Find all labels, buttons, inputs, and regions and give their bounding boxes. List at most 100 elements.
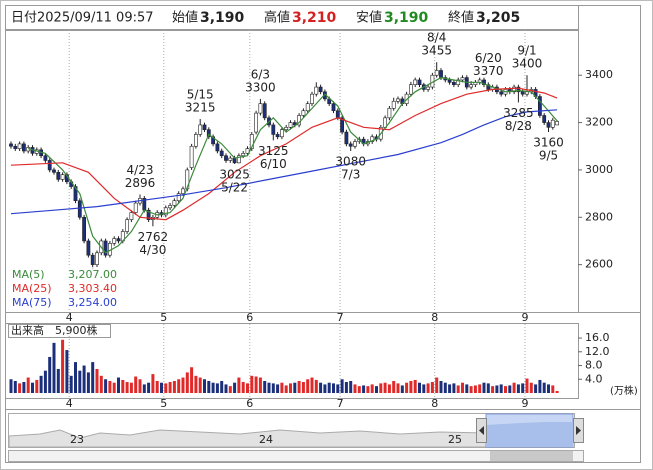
- y-tick-label: 12.0: [585, 345, 610, 358]
- annotation-price: 3285: [503, 106, 534, 120]
- volume-bar: [74, 362, 77, 393]
- candle-body: [275, 134, 280, 138]
- volume-bar: [151, 374, 155, 393]
- candle-body: [512, 86, 517, 93]
- volume-bar: [443, 382, 447, 393]
- volume-bar: [267, 382, 271, 393]
- volume-bar: [370, 384, 374, 393]
- volume-bar: [65, 350, 69, 393]
- volume-bar: [190, 367, 194, 393]
- candle-body: [176, 193, 181, 202]
- volume-bar: [198, 377, 202, 393]
- candle-body: [245, 148, 250, 154]
- candle-body: [387, 108, 392, 119]
- volume-panel: [5, 323, 579, 399]
- volume-bar: [478, 384, 482, 393]
- candle-body: [211, 136, 216, 145]
- candle-body: [172, 200, 177, 206]
- candle-body: [279, 129, 284, 138]
- candle-body: [146, 209, 151, 220]
- candle-body: [408, 84, 413, 95]
- volume-bar: [314, 379, 318, 393]
- candle-body: [241, 153, 246, 157]
- header-box: [5, 5, 579, 30]
- candle-body: [391, 100, 396, 109]
- volume-bar: [332, 383, 335, 393]
- scrollbar-thumb[interactable]: [490, 451, 573, 461]
- y-tick-label: 3400: [585, 68, 613, 81]
- candle-body: [90, 254, 95, 265]
- annotation-date: 5/15: [187, 88, 214, 102]
- header-low: 3,190: [384, 10, 429, 26]
- annotation-price: 3370: [473, 64, 504, 78]
- candle-body: [181, 188, 185, 194]
- volume-bar: [129, 382, 133, 393]
- volume-subtitle: 5,900株: [55, 323, 98, 337]
- y-tick-label: 4.0: [585, 372, 603, 385]
- candle-body: [546, 122, 551, 128]
- volume-bar: [525, 378, 529, 393]
- volume-bar: [22, 382, 26, 393]
- volume-bar: [185, 372, 189, 393]
- volume-bar: [172, 380, 176, 393]
- candle-body: [542, 115, 547, 123]
- x-tick-label: 5: [160, 311, 167, 324]
- candle-body: [318, 86, 323, 93]
- volume-bar: [465, 384, 469, 393]
- candle-body: [271, 124, 276, 135]
- volume-bar: [82, 365, 86, 393]
- candle-body: [550, 119, 555, 128]
- volume-bar: [215, 383, 219, 393]
- scrollbar[interactable]: [8, 450, 584, 462]
- annotation-price: 2896: [125, 176, 156, 190]
- volume-bar: [383, 382, 387, 393]
- candle-body: [194, 134, 198, 147]
- volume-bar: [125, 382, 129, 393]
- annotation-date: 8/4: [427, 31, 446, 45]
- volume-bar: [18, 383, 22, 393]
- volume-bar: [164, 383, 168, 393]
- volume-bar: [78, 370, 82, 393]
- candle-body: [206, 129, 211, 138]
- header-label: 安値: [356, 10, 382, 26]
- candle-body: [555, 121, 560, 126]
- candle-body: [77, 200, 82, 218]
- annotation-date: 6/10: [260, 157, 287, 171]
- volume-bar: [26, 377, 30, 393]
- volume-bar: [349, 380, 353, 393]
- volume-bar: [91, 362, 95, 393]
- volume-bar: [35, 379, 39, 393]
- annotation-price: 3125: [258, 144, 289, 158]
- volume-bar: [211, 382, 215, 393]
- candle-body: [370, 136, 375, 142]
- volume-bar: [521, 383, 525, 393]
- volume-bar: [512, 382, 516, 393]
- candle-body: [215, 143, 220, 152]
- y-tick-label: 3000: [585, 163, 613, 176]
- volume-bar: [138, 379, 142, 393]
- candle-body: [17, 143, 22, 149]
- legend-value: 3,207.00: [68, 268, 117, 281]
- volume-bar: [147, 382, 151, 393]
- volume-bar: [430, 382, 434, 393]
- header-date: 2025/09/11 09:57: [37, 11, 154, 26]
- candle-body: [52, 169, 56, 173]
- annotation-price: 3300: [245, 80, 276, 94]
- volume-bar: [31, 382, 34, 393]
- volume-bar: [280, 382, 284, 393]
- volume-bar: [203, 379, 206, 393]
- volume-bar: [547, 384, 550, 393]
- volume-bar: [250, 375, 254, 393]
- annotation-price: 3400: [512, 57, 543, 71]
- volume-bar: [319, 382, 323, 393]
- volume-bar: [499, 384, 503, 393]
- candle-body: [116, 238, 121, 242]
- annotation-date: 6/3: [251, 67, 270, 81]
- candle-body: [301, 110, 306, 116]
- annotation-date: 7/3: [341, 167, 360, 181]
- annotation-date: 6/20: [475, 51, 502, 65]
- volume-bar: [516, 384, 520, 393]
- legend-name: MA(25): [12, 282, 52, 295]
- candle-body: [258, 103, 263, 114]
- x-tick-label: 7: [337, 311, 344, 324]
